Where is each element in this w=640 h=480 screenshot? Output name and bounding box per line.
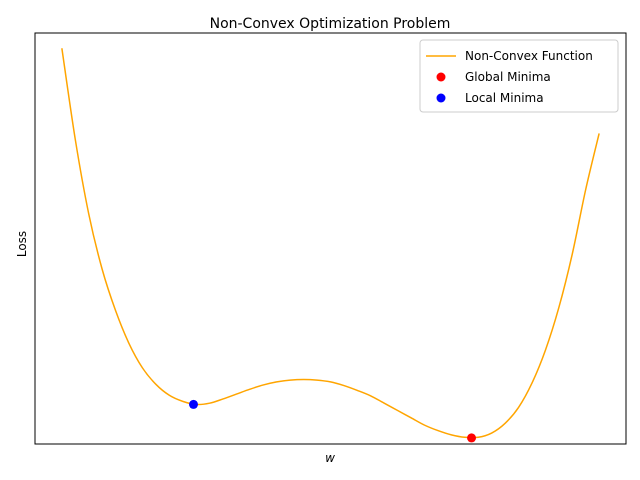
legend-global-minima-marker: [436, 72, 446, 82]
legend-local-minima-marker: [436, 93, 446, 103]
plot-layer: [61, 48, 600, 443]
series-line-non-convex-function: [61, 48, 600, 439]
legend-box: [419, 39, 619, 113]
global-minima-point: [467, 433, 477, 443]
legend-label-global-minima: Global Minima: [465, 70, 551, 84]
y-axis-label: Loss: [15, 231, 29, 257]
legend-label-function: Non-Convex Function: [465, 49, 593, 63]
local-minima-point: [189, 399, 198, 409]
legend: Non-Convex Function Global Minima Local …: [419, 39, 619, 113]
x-axis-label: w: [325, 451, 335, 465]
axes-frame: [34, 32, 627, 445]
chart-title: Non-Convex Optimization Problem: [210, 16, 451, 32]
legend-label-local-minima: Local Minima: [465, 91, 544, 105]
